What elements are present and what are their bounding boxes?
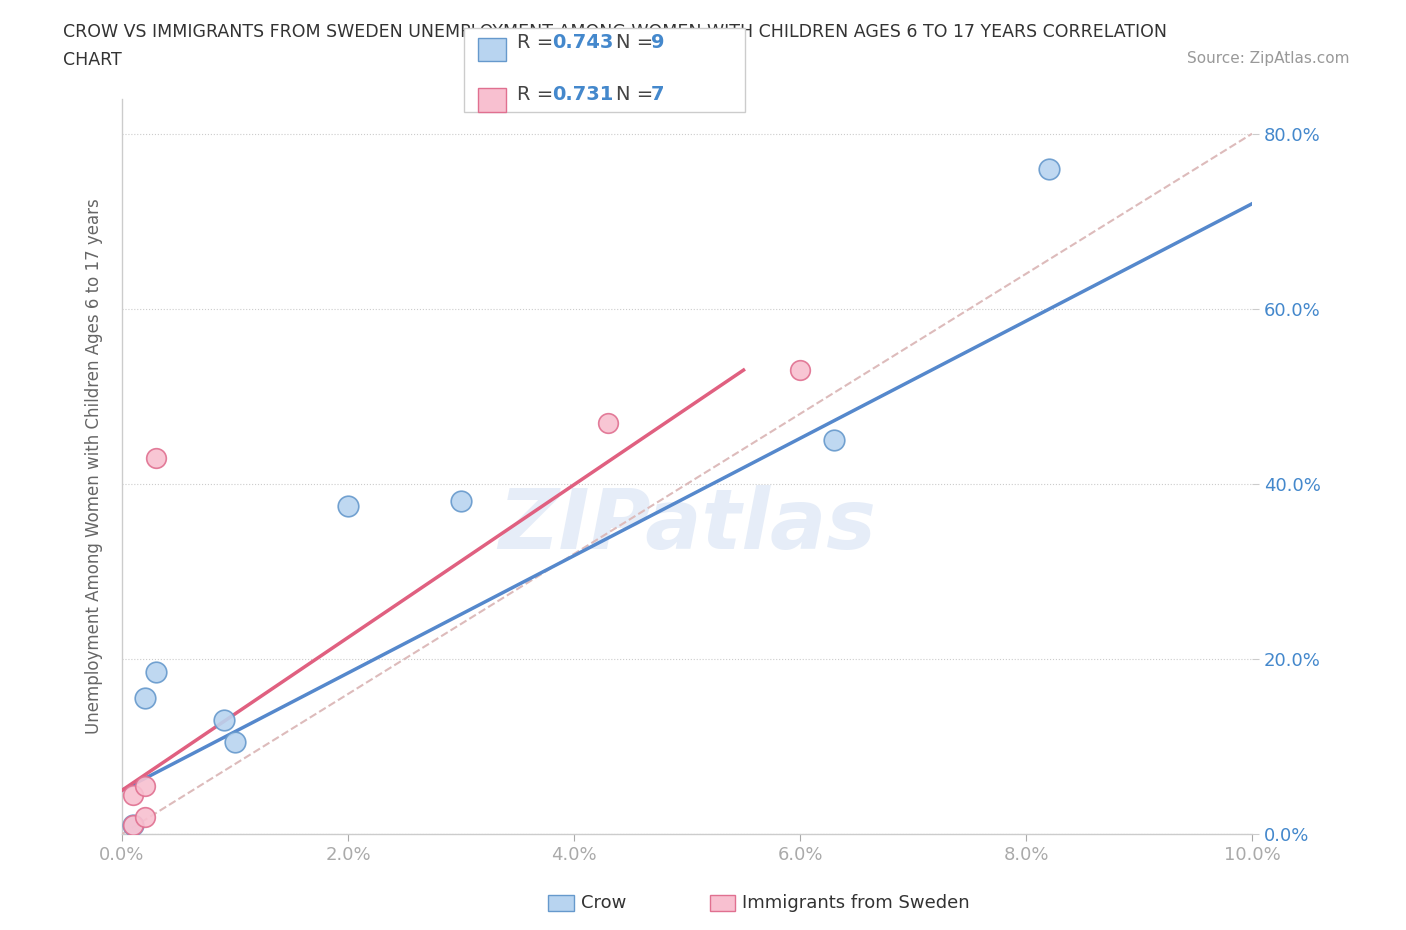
Point <box>789 363 811 378</box>
Point <box>145 450 167 465</box>
Text: CHART: CHART <box>63 51 122 69</box>
Text: ZIPatlas: ZIPatlas <box>498 485 876 565</box>
Text: R =: R = <box>517 86 560 104</box>
Point <box>337 498 360 513</box>
Point <box>122 817 145 832</box>
Point <box>224 735 246 750</box>
Point <box>596 415 619 430</box>
Text: Source: ZipAtlas.com: Source: ZipAtlas.com <box>1187 51 1350 66</box>
Text: Crow: Crow <box>581 894 626 912</box>
Point <box>134 691 156 706</box>
Point <box>1038 161 1060 176</box>
Text: N =: N = <box>616 86 659 104</box>
Text: 7: 7 <box>651 86 665 104</box>
Text: R =: R = <box>517 33 560 52</box>
Point <box>134 809 156 824</box>
Text: 0.743: 0.743 <box>553 33 614 52</box>
Point <box>450 494 472 509</box>
Point <box>134 778 156 793</box>
Point <box>212 712 235 727</box>
Point <box>145 665 167 680</box>
Text: 9: 9 <box>651 33 665 52</box>
Point <box>122 787 145 802</box>
Text: CROW VS IMMIGRANTS FROM SWEDEN UNEMPLOYMENT AMONG WOMEN WITH CHILDREN AGES 6 TO : CROW VS IMMIGRANTS FROM SWEDEN UNEMPLOYM… <box>63 23 1167 41</box>
Text: Immigrants from Sweden: Immigrants from Sweden <box>742 894 970 912</box>
Point <box>122 817 145 832</box>
Text: 0.731: 0.731 <box>553 86 614 104</box>
Point <box>823 432 845 447</box>
Y-axis label: Unemployment Among Women with Children Ages 6 to 17 years: Unemployment Among Women with Children A… <box>86 198 103 735</box>
Text: N =: N = <box>616 33 659 52</box>
